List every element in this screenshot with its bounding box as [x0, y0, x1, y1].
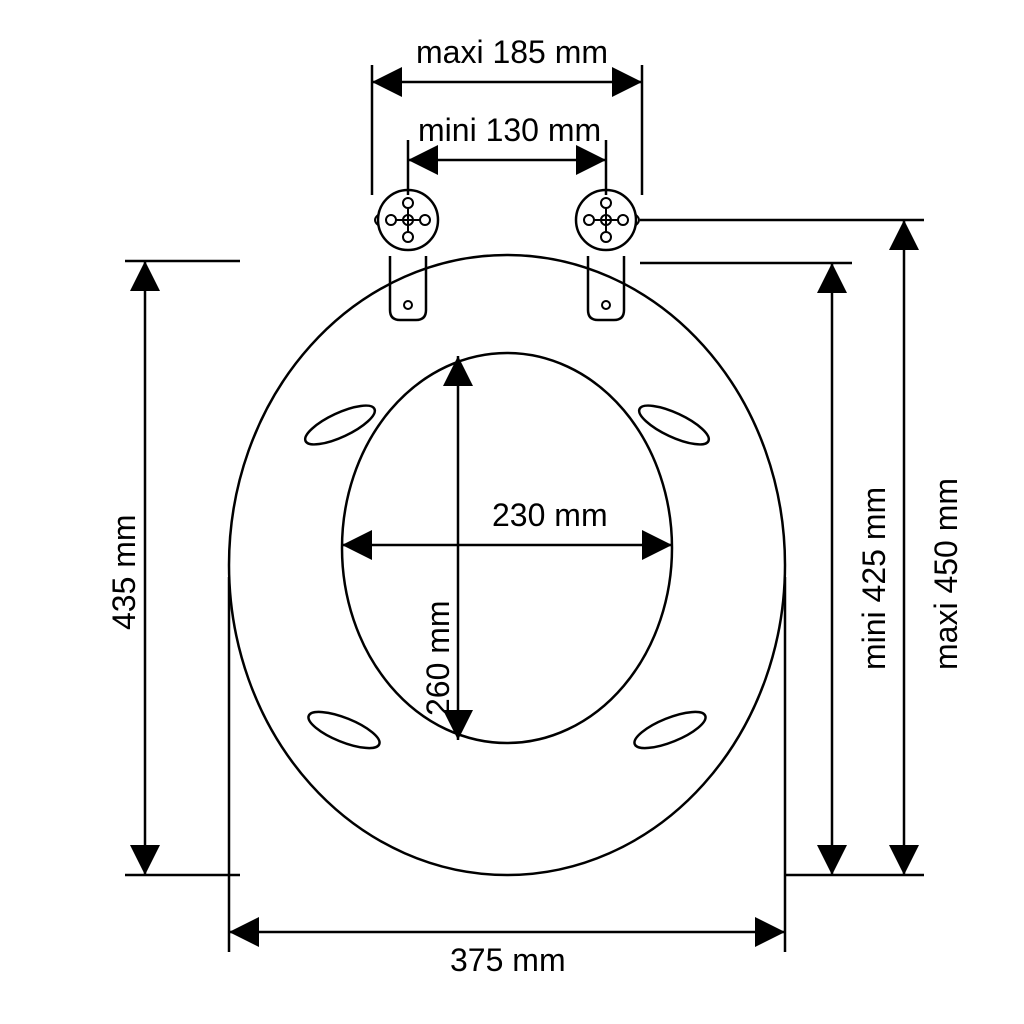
outer-seat-ellipse — [229, 255, 785, 875]
hinge-left — [375, 190, 438, 320]
bumper — [630, 705, 709, 756]
label-left-height: 435 mm — [106, 514, 143, 630]
inner-opening-ellipse — [342, 353, 672, 743]
label-right-maxi: maxi 450 mm — [928, 478, 965, 670]
label-right-mini: mini 425 mm — [856, 487, 893, 670]
label-top-mini: mini 130 mm — [418, 112, 601, 149]
hinge-right — [576, 190, 639, 320]
bumper — [304, 705, 383, 756]
label-inner-width: 230 mm — [492, 497, 608, 534]
label-top-maxi: maxi 185 mm — [416, 34, 608, 71]
label-inner-height: 260 mm — [420, 600, 457, 716]
label-bottom-width: 375 mm — [450, 942, 566, 979]
